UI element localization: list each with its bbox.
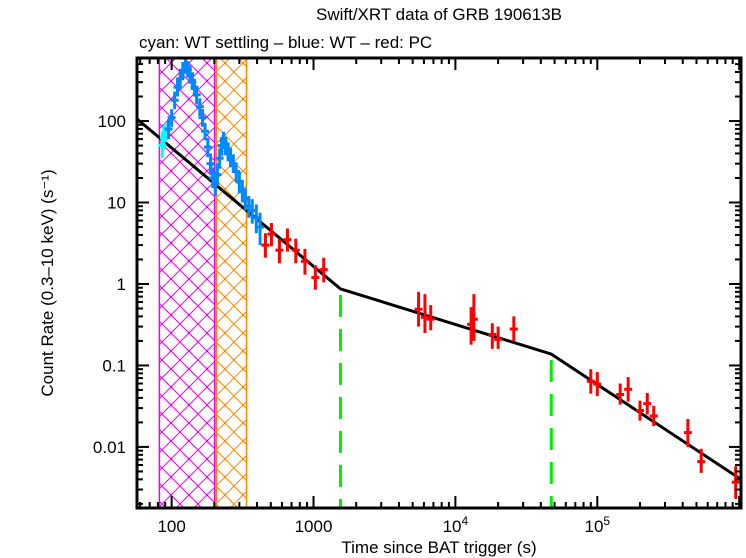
y-tick-label: 10 <box>107 194 126 213</box>
model-fit-line <box>137 117 741 481</box>
x-tick-label: 104 <box>443 514 469 536</box>
flare-interval-2 <box>215 58 248 508</box>
x-tick-labels: 100 1000 104 105 <box>157 514 610 536</box>
data-series <box>158 58 740 499</box>
chart-title: Swift/XRT data of GRB 190613B <box>316 5 562 24</box>
y-tick-label: 100 <box>98 112 126 131</box>
x-axis-label: Time since BAT trigger (s) <box>341 538 536 557</box>
model-layer <box>137 117 741 481</box>
y-tick-label: 0.01 <box>93 438 126 457</box>
chart-subtitle: cyan: WT settling – blue: WT – red: PC <box>139 33 432 52</box>
y-tick-label: 0.1 <box>102 356 126 375</box>
series-pc <box>261 223 740 499</box>
y-tick-labels: 100 10 1 0.1 0.01 <box>93 112 126 457</box>
x-tick-label: 100 <box>157 517 185 536</box>
axis-ticks <box>137 58 741 508</box>
break-lines <box>339 294 553 508</box>
y-axis-label: Count Rate (0.3–10 keV) (s⁻¹) <box>38 169 57 396</box>
x-tick-exponent: 5 <box>603 514 610 528</box>
x-tick-exponent: 4 <box>462 514 469 528</box>
x-tick-label: 105 <box>584 514 610 536</box>
x-tick-label: 1000 <box>295 517 333 536</box>
series-wt <box>164 58 265 246</box>
y-tick-label: 1 <box>117 275 126 294</box>
series-wt-settling <box>158 122 170 159</box>
